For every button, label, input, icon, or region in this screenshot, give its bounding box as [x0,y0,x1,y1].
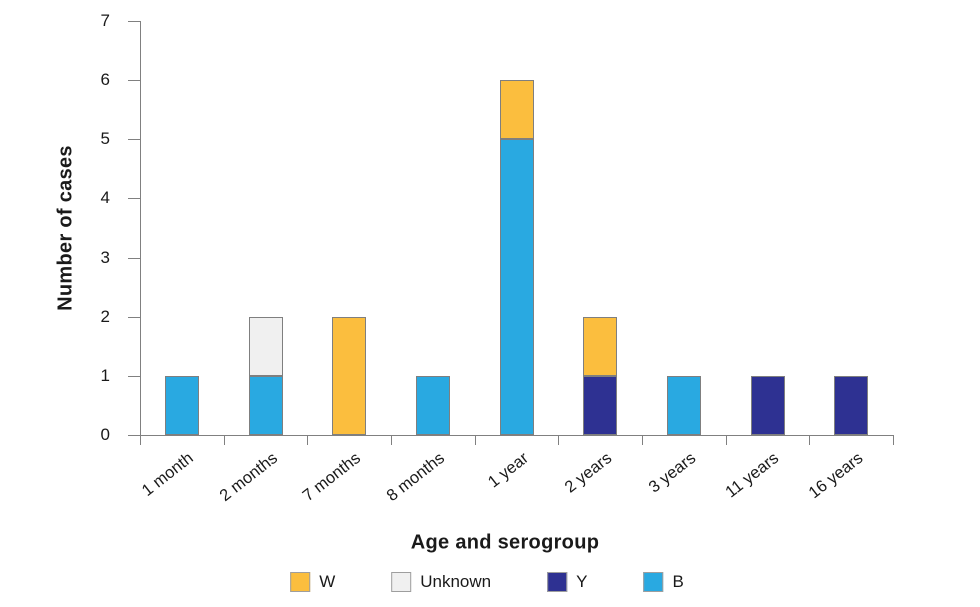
x-tick [307,435,309,445]
x-tick-label: 8 months [383,449,448,505]
x-tick [809,435,811,445]
bar-segment-unknown [248,316,283,376]
x-tick-label: 7 months [299,449,365,505]
bar-segment-b [666,375,701,435]
x-tick-label: 16 years [805,449,867,503]
y-tick-label: 7 [100,11,110,30]
x-tick-label: 11 years [722,449,783,502]
y-tick [128,139,140,141]
legend-item-unknown: Unknown [391,572,491,592]
bar-segment-b [499,139,534,435]
x-tick [474,435,476,445]
legend-label: B [672,572,684,591]
y-tick-label: 2 [100,306,110,326]
legend-label: Y [576,572,588,591]
legend-item-y: Y [547,572,587,592]
x-axis-line [128,435,893,436]
bar-segment-y [750,375,785,435]
legend: W Unknown Y B [290,572,684,592]
x-tick-label: 1 year [484,449,532,492]
y-tick [128,257,140,259]
bar-segment-b [248,375,283,435]
legend-item-b: B [643,572,684,592]
y-tick [128,435,140,436]
y-tick-label: 5 [100,129,110,149]
y-tick [128,316,140,318]
legend-swatch-b [643,572,664,592]
x-tick [391,435,392,445]
x-tick-label: 1 month [138,449,197,500]
y-tick [128,198,140,200]
bar-segment-w [332,316,367,435]
x-tick [725,435,727,445]
x-tick [893,435,894,445]
legend-label: Unknown [420,572,492,591]
y-tick-label: 1 [100,365,110,385]
legend-swatch-unknown [391,572,412,592]
y-tick [128,80,140,82]
y-tick-label: 6 [100,70,110,90]
legend-swatch-w [290,572,311,592]
x-tick [223,435,225,445]
y-axis-line [140,21,141,436]
legend-swatch-y [547,572,568,592]
x-tick-label: 3 years [645,449,699,497]
bar-segment-y [583,375,618,435]
bar-segment-b [164,375,199,435]
plot-area: 0 1 2 3 4 5 6 7 1 month 2 months 7 months 8 months 1… [100,11,894,505]
legend-label: W [319,572,336,591]
x-tick [558,435,560,445]
x-tick [140,435,141,445]
legend-item-w: W [290,572,335,592]
y-tick [128,375,140,377]
bar-segment-w [499,80,534,140]
x-tick [642,435,643,445]
x-tick-label: 2 months [216,449,281,505]
bar-segment-b [415,375,450,435]
y-tick-label: 0 [100,425,110,444]
y-tick [128,21,140,22]
x-tick-label: 2 years [561,449,616,497]
bar-segment-y [834,375,869,435]
bar-segment-w [583,316,618,376]
x-axis-title: Age and serogroup [410,531,600,554]
y-tick-label: 3 [100,247,110,267]
y-tick-label: 4 [100,188,110,208]
